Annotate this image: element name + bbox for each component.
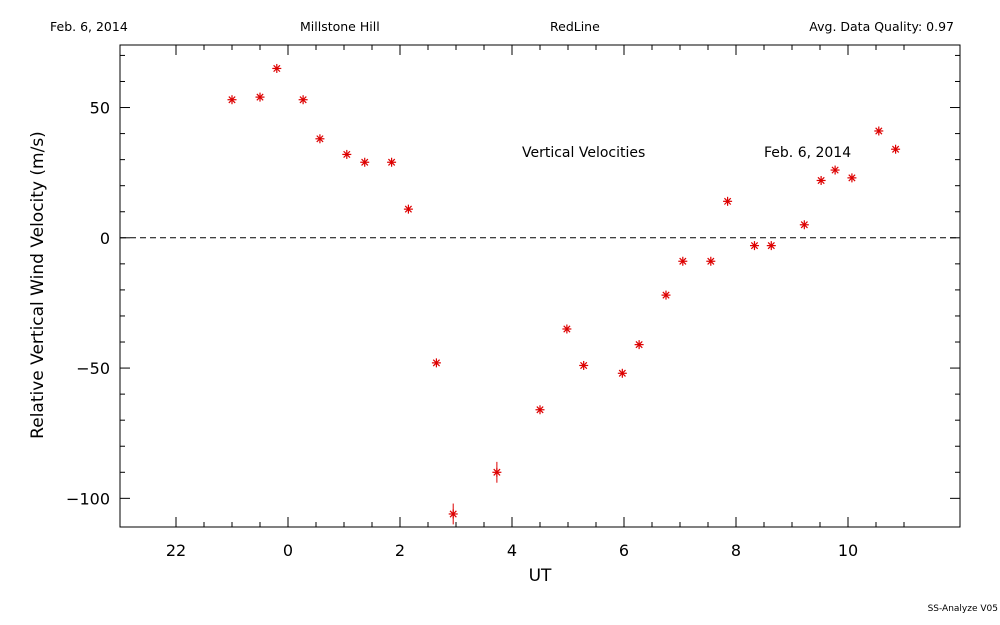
data-point <box>891 144 901 154</box>
data-point <box>706 256 716 266</box>
x-axis-label: UT <box>529 566 552 586</box>
annotation-title: Vertical Velocities <box>522 145 645 161</box>
header-quality: Avg. Data Quality: 0.97 <box>809 19 954 34</box>
x-tick-label: 4 <box>507 541 517 560</box>
x-tick-label: 10 <box>838 541 858 560</box>
header-date: Feb. 6, 2014 <box>50 19 128 34</box>
data-point <box>830 165 840 175</box>
data-point <box>535 405 545 415</box>
data-point <box>678 256 688 266</box>
data-point <box>342 149 352 159</box>
data-point <box>816 175 826 185</box>
x-tick-label: 6 <box>619 541 629 560</box>
data-point <box>255 92 265 102</box>
data-point <box>723 196 733 206</box>
x-tick-label: 0 <box>283 541 293 560</box>
y-axis-label: Relative Vertical Wind Velocity (m/s) <box>28 131 48 439</box>
footer-version: SS-Analyze V05 <box>928 604 998 614</box>
data-point <box>448 503 458 525</box>
data-point <box>661 290 671 300</box>
data-point <box>766 241 776 251</box>
data-point <box>634 340 644 350</box>
annotation-date: Feb. 6, 2014 <box>764 145 851 161</box>
data-point <box>360 157 370 167</box>
data-point <box>403 204 413 214</box>
data-point <box>492 461 502 483</box>
data-point <box>579 360 589 370</box>
x-tick-label: 2 <box>395 541 405 560</box>
plot-area: 22 0 2 4 6 8 10 50 0 −50 −100 <box>66 44 961 560</box>
y-tick-label: −100 <box>66 489 110 508</box>
data-point <box>749 241 759 251</box>
data-point <box>272 63 282 73</box>
header-line: RedLine <box>550 19 600 34</box>
data-point <box>315 134 325 144</box>
data-point <box>799 220 809 230</box>
x-tick-label: 8 <box>731 541 741 560</box>
data-point <box>847 173 857 183</box>
y-tick-label: −50 <box>76 359 110 378</box>
y-tick-label: 0 <box>100 229 110 248</box>
data-point <box>617 368 627 378</box>
data-point <box>387 157 397 167</box>
y-tick-label: 50 <box>90 99 110 118</box>
data-point <box>562 324 572 334</box>
header-site: Millstone Hill <box>300 19 380 34</box>
x-tick-label: 22 <box>166 541 186 560</box>
data-point <box>298 95 308 105</box>
data-point <box>227 95 237 105</box>
data-point <box>431 358 441 368</box>
plot-frame <box>119 44 961 528</box>
data-point <box>874 126 884 136</box>
